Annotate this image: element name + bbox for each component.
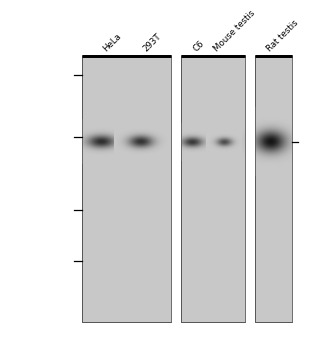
Bar <box>82 56 171 322</box>
Bar <box>181 56 245 322</box>
Bar <box>245 56 255 322</box>
Text: 40kDa: 40kDa <box>45 256 72 265</box>
Bar <box>0 56 82 322</box>
Text: Rat testis: Rat testis <box>265 18 300 53</box>
Text: HeLa: HeLa <box>101 32 123 53</box>
Bar <box>181 56 245 322</box>
Text: C6: C6 <box>192 39 206 53</box>
Text: Mouse testis: Mouse testis <box>212 8 256 53</box>
Text: 50kDa: 50kDa <box>45 205 72 215</box>
Text: LysRS/KARS: LysRS/KARS <box>301 137 336 146</box>
Text: 100kDa: 100kDa <box>39 71 72 80</box>
Text: 293T: 293T <box>141 32 163 53</box>
Text: 70kDa: 70kDa <box>44 132 72 141</box>
Bar <box>82 56 171 322</box>
Bar <box>171 56 181 322</box>
Bar <box>255 56 292 322</box>
Bar <box>292 56 336 322</box>
Bar <box>255 56 292 322</box>
